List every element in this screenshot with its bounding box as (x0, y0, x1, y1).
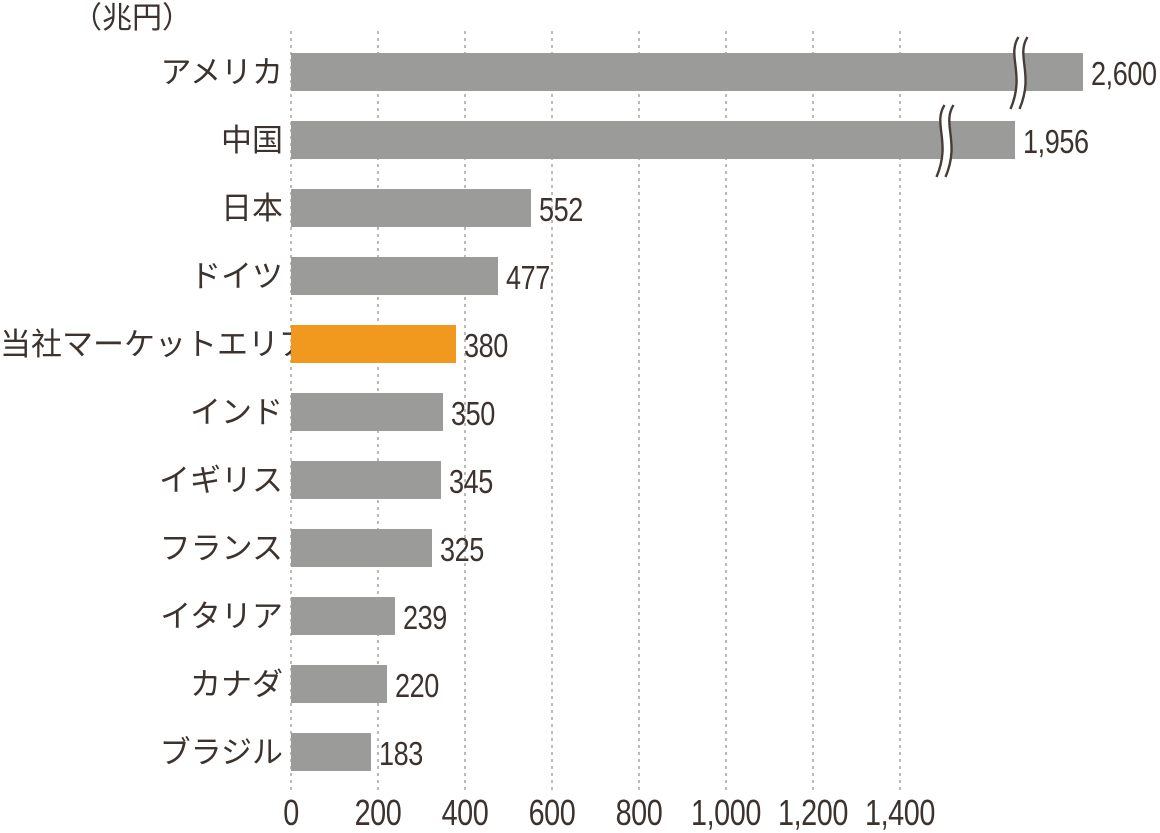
category-label: 中国 (221, 123, 283, 158)
axis-break-icon (1009, 34, 1029, 112)
gridline (725, 31, 727, 793)
value-label: 350 (451, 395, 495, 432)
x-axis-tick-label: 200 (354, 792, 402, 833)
bar-row: 日本 552 (0, 189, 1160, 228)
category-label: カナダ (190, 667, 283, 702)
bar-row: 中国 1,956 (0, 102, 1160, 180)
bar (291, 53, 1083, 91)
x-axis-tick-label: 1,000 (690, 792, 762, 833)
x-axis-tick-label: 0 (283, 792, 299, 833)
bar (291, 257, 498, 295)
value-label: 2,600 (1091, 55, 1157, 92)
bar-row: ドイツ 477 (0, 257, 1160, 296)
bar-row: イギリス 345 (0, 461, 1160, 500)
bar (291, 665, 387, 703)
x-axis: 0 200 400 600 800 1,000 1,200 1,400 (0, 794, 1160, 832)
bar (291, 529, 432, 567)
bar-row: インド 350 (0, 393, 1160, 432)
bar (291, 597, 395, 635)
gridline (812, 31, 814, 793)
bar (291, 461, 441, 499)
bar-row: アメリカ 2,600 (0, 34, 1160, 112)
value-label: 552 (539, 191, 583, 228)
bar (291, 393, 443, 431)
category-label: イタリア (160, 599, 283, 634)
bar-row: ブラジル 183 (0, 733, 1160, 772)
gridline (464, 31, 466, 793)
value-label: 477 (506, 259, 550, 296)
axis-break-icon (935, 102, 955, 180)
category-label: 日本 (221, 191, 283, 226)
value-label: 183 (379, 735, 423, 772)
value-label: 345 (449, 463, 493, 500)
value-label: 1,956 (1023, 123, 1089, 160)
category-label: 当社マーケットエリア (0, 327, 310, 362)
bar-row: フランス 325 (0, 529, 1160, 568)
bar-highlighted (291, 325, 456, 363)
bar-row: カナダ 220 (0, 665, 1160, 704)
gridline (638, 31, 640, 793)
x-axis-tick-label: 400 (441, 792, 489, 833)
category-label: フランス (159, 531, 283, 566)
x-axis-tick-label: 800 (615, 792, 663, 833)
x-axis-tick-label: 1,200 (777, 792, 849, 833)
x-axis-tick-label: 1,400 (864, 792, 936, 833)
chart-unit-title: （兆円） (72, 2, 192, 35)
category-label: イギリス (159, 463, 283, 498)
value-label: 380 (464, 327, 508, 364)
gridline (899, 31, 901, 793)
value-label: 220 (395, 667, 439, 704)
bar (291, 189, 531, 227)
bar (291, 733, 371, 771)
category-label: ブラジル (159, 735, 283, 770)
category-label: アメリカ (160, 55, 283, 90)
bar (291, 121, 1015, 159)
category-label: インド (190, 395, 283, 430)
bar-row: 当社マーケットエリア 380 (0, 325, 1160, 364)
value-label: 325 (440, 531, 484, 568)
x-axis-tick-label: 600 (528, 792, 576, 833)
bar-row: イタリア 239 (0, 597, 1160, 636)
value-label: 239 (403, 599, 447, 636)
category-label: ドイツ (190, 259, 283, 294)
gridline (551, 31, 553, 793)
